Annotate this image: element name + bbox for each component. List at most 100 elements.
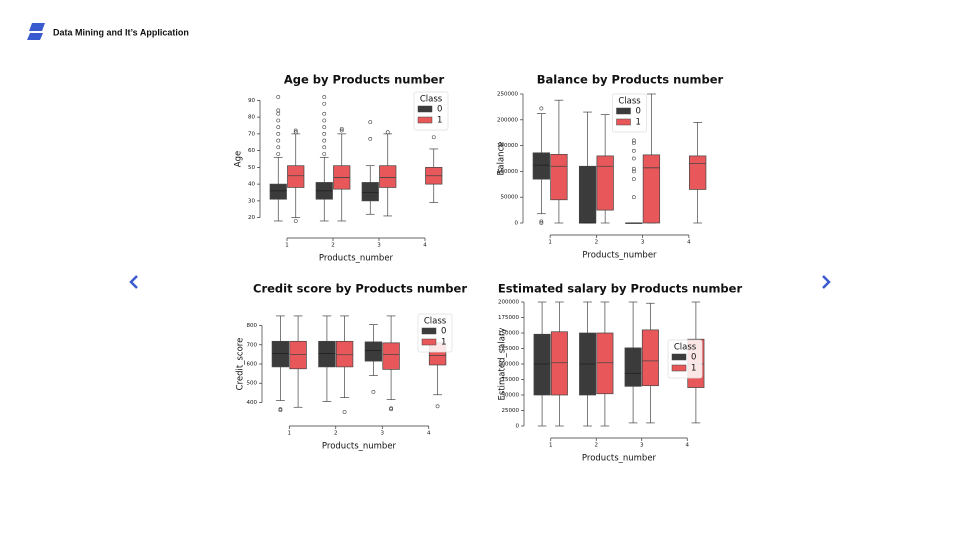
box	[596, 155, 614, 211]
x-tick-label: 3	[381, 431, 385, 437]
outlier	[631, 156, 636, 161]
x-tick-label: 4	[423, 243, 427, 249]
legend-swatch	[616, 118, 631, 126]
legend-swatch	[616, 107, 631, 115]
y-tick-label: 150000	[498, 331, 519, 337]
box	[364, 341, 383, 362]
outlier	[322, 118, 327, 123]
outlier	[368, 120, 373, 125]
legend-swatch	[421, 327, 437, 335]
box	[271, 340, 290, 368]
x-tick-label: 1	[285, 243, 289, 249]
y-tick-label: 200000	[497, 117, 518, 123]
outlier	[322, 125, 327, 130]
x-tick-label: 1	[288, 431, 292, 437]
outlier	[322, 95, 327, 99]
legend-title: Class	[674, 343, 697, 353]
y-tick-label: 25000	[502, 408, 520, 414]
box	[550, 154, 568, 201]
box	[532, 152, 550, 180]
y-tick-label: 90	[248, 98, 255, 104]
y-tick-label: 30	[248, 198, 255, 204]
outlier	[276, 125, 281, 130]
x-tick-label: 3	[377, 243, 381, 249]
x-tick-label: 4	[687, 240, 691, 246]
outlier	[631, 148, 636, 153]
y-tick-label: 700	[247, 342, 258, 348]
y-tick-label: 400	[247, 400, 258, 406]
outlier	[322, 138, 327, 143]
outlier	[276, 108, 281, 113]
legend-label: 1	[636, 118, 641, 128]
chart-title: Age by Products number	[284, 73, 445, 87]
y-tick-label: 75000	[502, 377, 520, 383]
outlier	[631, 138, 636, 143]
legend-label: 0	[441, 327, 446, 337]
next-arrow[interactable]	[822, 275, 831, 289]
box	[642, 154, 661, 224]
box	[624, 347, 642, 387]
chart-title: Credit score by Products number	[253, 282, 467, 296]
prev-arrow[interactable]	[129, 275, 138, 289]
legend-title: Class	[420, 95, 443, 105]
outlier	[339, 128, 344, 133]
chart-title: Estimated salary by Products number	[498, 282, 743, 296]
logo	[27, 23, 45, 40]
x-tick-label: 3	[640, 443, 644, 449]
outlier	[631, 195, 636, 200]
outlier	[342, 410, 347, 414]
y-tick-label: 125000	[498, 346, 519, 352]
box	[533, 333, 551, 396]
y-tick-label: 20	[248, 215, 255, 221]
x-axis-label: Products_number	[582, 454, 657, 464]
x-tick-label: 2	[595, 240, 599, 246]
box	[289, 340, 307, 370]
outlier	[322, 111, 327, 116]
y-tick-label: 80	[248, 115, 255, 121]
y-axis-label: Estimated_salary	[498, 328, 508, 401]
x-tick-label: 1	[549, 443, 553, 449]
outlier	[339, 126, 344, 131]
y-axis-label: Age	[234, 151, 244, 167]
x-tick-label: 4	[427, 431, 431, 437]
outlier	[539, 106, 544, 111]
legend-swatch	[421, 338, 437, 346]
y-tick-label: 150000	[497, 143, 518, 149]
y-tick-label: 200000	[498, 300, 519, 306]
y-tick-label: 800	[247, 323, 258, 329]
outlier	[322, 145, 327, 150]
outlier	[276, 111, 281, 116]
y-tick-label: 500	[247, 381, 258, 387]
outlier	[276, 95, 281, 99]
legend-label: 0	[691, 353, 696, 363]
y-tick-label: 50	[248, 165, 255, 171]
outlier	[631, 169, 636, 174]
outlier	[539, 219, 544, 224]
legend-swatch	[671, 353, 687, 361]
outlier	[276, 138, 281, 143]
chart-title: Balance by Products number	[537, 73, 724, 87]
y-tick-label: 100000	[498, 362, 519, 368]
box	[269, 183, 287, 200]
box	[287, 165, 305, 188]
y-tick-label: 250000	[497, 92, 518, 98]
header-title: Data Mining and It’s Application	[53, 27, 189, 37]
x-axis-label: Products_number	[582, 251, 657, 261]
y-tick-label: 600	[247, 362, 258, 368]
y-tick-label: 175000	[498, 315, 519, 321]
y-tick-label: 50000	[501, 195, 519, 201]
outlier	[322, 152, 327, 156]
legend-label: 0	[636, 107, 641, 117]
x-tick-label: 2	[334, 431, 338, 437]
box	[550, 331, 568, 396]
box	[382, 342, 400, 370]
legend-label: 1	[691, 364, 696, 374]
outlier	[293, 128, 298, 133]
x-tick-label: 3	[641, 240, 645, 246]
outlier	[322, 101, 327, 106]
legend-swatch	[671, 364, 687, 372]
y-axis-label: Balance	[497, 142, 507, 176]
outlier	[276, 131, 281, 136]
